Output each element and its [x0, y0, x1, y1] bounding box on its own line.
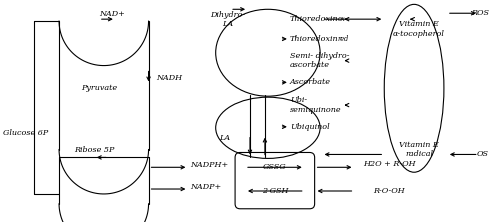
Text: Pyruvate: Pyruvate [81, 84, 117, 92]
Text: Ubiquinol: Ubiquinol [290, 123, 330, 131]
Text: Vitamin E
radical: Vitamin E radical [399, 141, 439, 158]
Text: NADH: NADH [156, 74, 182, 83]
Text: ox: ox [338, 15, 345, 23]
Text: Ubi-
semiquinone: Ubi- semiquinone [290, 97, 342, 114]
Text: Dihydro-
LA: Dihydro- LA [210, 11, 246, 29]
Text: ROS: ROS [470, 9, 488, 17]
Text: NADPH+: NADPH+ [190, 161, 228, 169]
Text: NADP+: NADP+ [190, 183, 222, 191]
Text: R-O-OH: R-O-OH [374, 187, 405, 195]
Text: NAD+: NAD+ [99, 10, 124, 18]
Text: LA: LA [220, 134, 230, 142]
Text: H2O + R-OH: H2O + R-OH [363, 160, 416, 168]
Text: red: red [338, 35, 349, 43]
Text: GSSG: GSSG [263, 163, 286, 171]
Text: Vitamin E
α-tocopherol: Vitamin E α-tocopherol [393, 21, 445, 38]
Text: 2 GSH: 2 GSH [262, 187, 288, 195]
Text: Thioredoxin: Thioredoxin [290, 35, 339, 43]
Text: OS: OS [476, 151, 488, 159]
Text: Ascorbate: Ascorbate [290, 78, 331, 86]
Text: Thioredoxin: Thioredoxin [290, 15, 339, 23]
Text: Ribose 5P: Ribose 5P [74, 146, 114, 153]
Text: Glucose 6P: Glucose 6P [4, 129, 48, 137]
Text: Semi- dihydro-
ascorbate: Semi- dihydro- ascorbate [290, 52, 350, 69]
